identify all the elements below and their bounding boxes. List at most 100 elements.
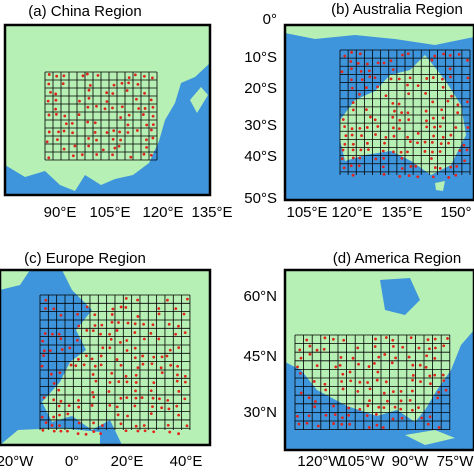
station-dot bbox=[305, 421, 309, 425]
station-dot bbox=[344, 134, 348, 138]
station-dot bbox=[133, 404, 137, 408]
station-dot bbox=[392, 150, 395, 154]
station-dot bbox=[134, 396, 138, 400]
station-dot bbox=[408, 399, 412, 402]
station-dot bbox=[176, 364, 180, 368]
station-dot bbox=[449, 133, 453, 137]
station-dot bbox=[420, 416, 424, 420]
station-dot bbox=[428, 347, 431, 351]
station-dot bbox=[400, 167, 404, 170]
station-dot bbox=[406, 135, 410, 139]
station-dot bbox=[49, 372, 53, 376]
station-dot bbox=[382, 406, 386, 410]
station-dot bbox=[77, 324, 81, 328]
station-dot bbox=[334, 365, 338, 369]
station-dot bbox=[115, 405, 119, 409]
station-dot bbox=[69, 363, 73, 367]
station-dot bbox=[76, 432, 80, 436]
station-dot bbox=[141, 354, 145, 358]
station-dot bbox=[117, 144, 121, 148]
station-dot bbox=[428, 374, 432, 378]
station-dot bbox=[108, 381, 112, 384]
station-dot bbox=[465, 148, 469, 152]
land bbox=[435, 181, 445, 191]
station-dot bbox=[432, 134, 436, 138]
station-dot bbox=[166, 398, 170, 402]
station-dot bbox=[119, 396, 123, 400]
station-dot bbox=[438, 125, 442, 128]
station-dot bbox=[447, 141, 450, 145]
land bbox=[285, 270, 474, 422]
station-dot bbox=[409, 140, 412, 144]
station-dot bbox=[407, 118, 411, 122]
station-dot bbox=[41, 339, 45, 343]
station-dot bbox=[298, 348, 302, 352]
station-dot bbox=[66, 429, 69, 433]
station-dot bbox=[433, 54, 437, 58]
map-panel bbox=[3, 23, 212, 197]
station-dot bbox=[47, 113, 51, 117]
x-tick-label: 40°E bbox=[170, 453, 203, 470]
station-dot bbox=[125, 396, 129, 400]
station-dot bbox=[145, 145, 148, 149]
x-tick-label: 0° bbox=[65, 453, 79, 470]
station-dot bbox=[466, 126, 470, 129]
station-dot bbox=[455, 164, 459, 168]
station-dot bbox=[458, 149, 462, 152]
station-dot bbox=[149, 412, 153, 416]
x-tick-label: 105°W bbox=[339, 453, 385, 470]
station-dot bbox=[431, 150, 434, 154]
station-dot bbox=[322, 347, 326, 351]
station-dot bbox=[373, 361, 376, 365]
station-dot bbox=[109, 337, 113, 341]
station-dot bbox=[351, 173, 355, 177]
station-dot bbox=[57, 404, 61, 408]
station-dot bbox=[49, 349, 52, 353]
station-dot bbox=[93, 364, 97, 368]
station-dot bbox=[359, 148, 363, 152]
station-dot bbox=[399, 399, 403, 403]
station-dot bbox=[183, 374, 187, 378]
station-dot bbox=[56, 138, 59, 142]
station-dot bbox=[136, 429, 140, 433]
station-dot bbox=[105, 131, 109, 134]
station-dot bbox=[99, 432, 103, 436]
station-dot bbox=[423, 140, 427, 144]
station-dot bbox=[149, 128, 153, 132]
panel-title: (c) Europe Region bbox=[24, 250, 146, 267]
station-dot bbox=[313, 405, 317, 409]
station-dot bbox=[442, 379, 446, 382]
station-dot bbox=[449, 165, 453, 169]
station-dot bbox=[365, 414, 369, 418]
station-dot bbox=[367, 365, 371, 368]
station-dot bbox=[116, 413, 120, 417]
station-dot bbox=[59, 429, 63, 433]
station-dot bbox=[381, 426, 385, 429]
station-dot bbox=[119, 363, 123, 367]
station-dot bbox=[103, 107, 107, 111]
station-dot bbox=[401, 53, 404, 57]
station-dot bbox=[71, 131, 74, 135]
station-dot bbox=[341, 118, 345, 121]
station-dot bbox=[86, 105, 90, 109]
station-dot bbox=[438, 150, 442, 153]
x-tick-label: 20°E bbox=[111, 453, 144, 470]
station-dot bbox=[297, 422, 301, 426]
station-dot bbox=[151, 105, 155, 109]
station-dot bbox=[87, 144, 91, 148]
station-dot bbox=[441, 135, 445, 139]
station-dot bbox=[168, 348, 172, 352]
station-dot bbox=[67, 404, 71, 408]
station-dot bbox=[118, 340, 122, 344]
station-dot bbox=[95, 104, 98, 108]
station-dot bbox=[120, 105, 124, 109]
station-dot bbox=[449, 75, 452, 79]
station-dot bbox=[368, 387, 372, 391]
station-dot bbox=[168, 430, 172, 434]
station-dot bbox=[409, 165, 413, 168]
station-dot bbox=[323, 336, 327, 340]
station-dot bbox=[315, 364, 319, 368]
station-dot bbox=[430, 58, 434, 62]
station-dot bbox=[343, 125, 347, 129]
station-dot bbox=[175, 379, 179, 383]
